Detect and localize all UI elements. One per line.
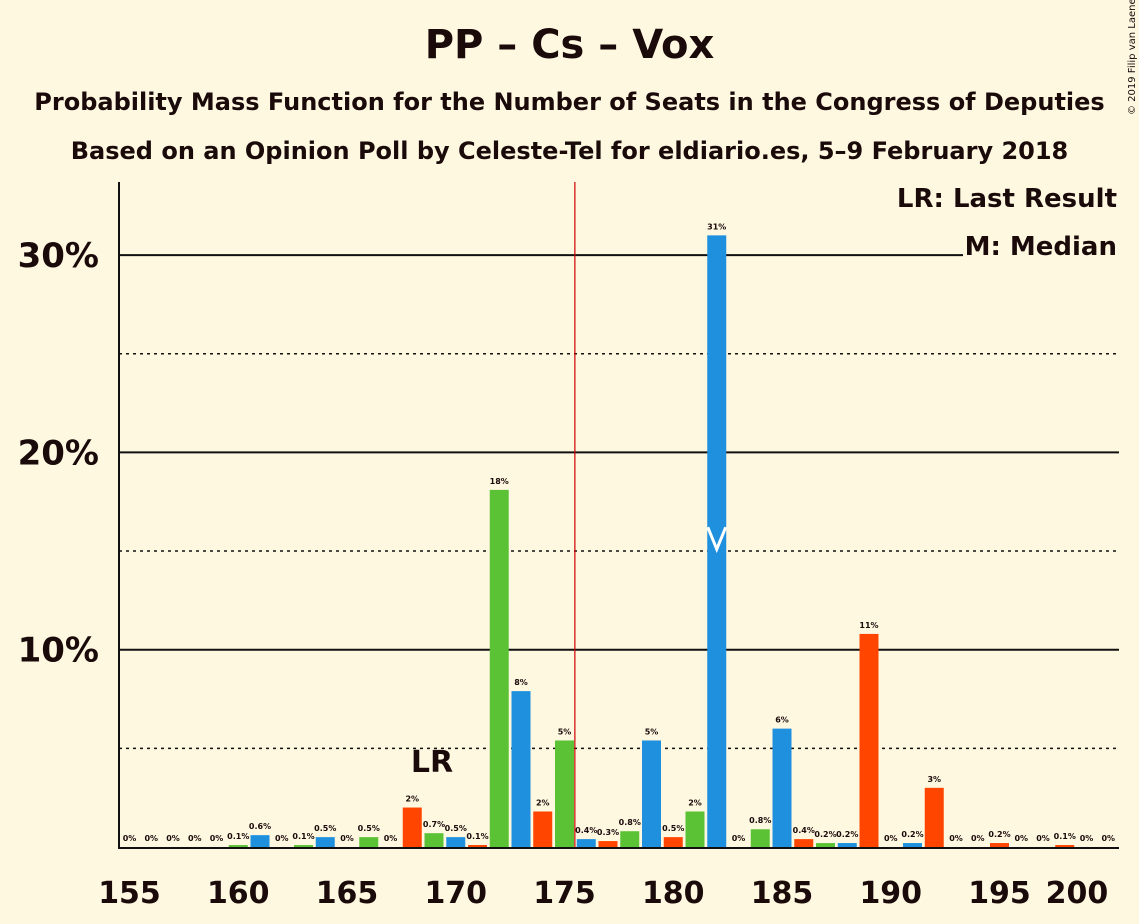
bar-180 [663,837,683,847]
x-tick-180: 180 [642,876,705,911]
x-tick-160: 160 [207,876,270,911]
data-label-156: 0% [144,834,158,843]
data-label-195: 0.2% [988,830,1010,839]
bar-189 [859,633,879,847]
data-label-183: 0% [732,834,746,843]
bar-177 [598,841,618,847]
bar-163 [294,845,313,847]
median-marker [706,526,728,554]
data-label-168: 2% [405,795,419,804]
data-label-170: 0.5% [445,824,467,833]
bar-192 [924,787,944,847]
bar-178 [620,831,640,847]
data-label-163: 0.1% [292,832,314,841]
data-label-185: 6% [775,716,789,725]
bar-187 [816,843,835,847]
data-label-192: 3% [927,775,941,784]
data-label-193: 0% [949,834,963,843]
chart-source: Based on an Opinion Poll by Celeste-Tel … [70,137,1069,165]
bar-181 [685,811,705,847]
data-label-177: 0.3% [597,828,619,837]
data-label-166: 0.5% [358,824,380,833]
data-label-158: 0% [188,834,202,843]
data-label-184: 0.8% [749,816,771,825]
x-tick-165: 165 [316,876,379,911]
data-label-159: 0% [210,834,224,843]
bar-160 [228,845,248,847]
data-label-200: 0% [1101,834,1115,843]
data-label-190: 0% [884,834,898,843]
bar-191 [903,843,922,847]
x-tick-195: 195 [968,876,1031,911]
bar-169 [424,833,444,847]
data-label-174: 2% [536,798,550,807]
y-tick-10: 10% [18,631,99,671]
data-label-194: 0% [971,834,985,843]
legend-median: M: Median [962,232,1119,262]
x-tick-185: 185 [751,876,814,911]
data-label-180: 0.5% [662,824,684,833]
x-tick-170: 170 [424,876,487,911]
x-tick-200: 200 [1046,876,1109,911]
data-label-165: 0% [340,834,354,843]
data-label-169: 0.7% [423,820,445,829]
data-label-189: 11% [859,621,878,630]
bar-184 [750,829,770,847]
bar-161 [250,835,270,847]
data-label-171: 0.1% [466,832,488,841]
data-label-172: 18% [490,477,509,486]
data-label-179: 5% [645,727,659,736]
data-label-162: 0% [275,834,289,843]
data-label-198: 0.1% [1054,832,1076,841]
bar-173 [511,691,531,847]
bar-188 [837,843,857,847]
bar-175 [555,740,574,847]
x-tick-190: 190 [859,876,922,911]
data-label-196: 0% [1014,834,1028,843]
data-label-160: 0.1% [227,832,249,841]
last-result-label: LR [411,745,453,780]
bar-186 [794,839,814,847]
legend-last-result: LR: Last Result [894,184,1119,214]
bar-171 [468,845,487,847]
data-label-178: 0.8% [619,818,641,827]
bar-172 [489,489,509,847]
data-label-188: 0.2% [836,830,858,839]
bar-179 [642,740,661,847]
bar-166 [359,837,379,847]
bar-164 [315,837,335,847]
y-tick-30: 30% [18,236,99,276]
data-label-181: 2% [688,798,702,807]
data-label-187: 0.2% [814,830,836,839]
data-label-175: 5% [558,727,572,736]
bar-198 [1055,845,1075,847]
y-tick-20: 20% [18,433,99,473]
data-label-157: 0% [166,834,180,843]
chart-title: PP – Cs – Vox [424,22,715,68]
data-label-191: 0.2% [901,830,923,839]
bar-174 [533,811,553,847]
data-label-197: 0% [1036,834,1050,843]
data-label-199: 0% [1080,834,1094,843]
chart-subtitle: Probability Mass Function for the Number… [34,88,1105,116]
data-label-173: 8% [514,678,528,687]
data-label-155: 0% [123,834,137,843]
data-label-186: 0.4% [793,826,815,835]
x-tick-175: 175 [533,876,596,911]
data-label-167: 0% [384,834,398,843]
bar-185 [772,728,792,847]
data-label-161: 0.6% [249,822,271,831]
bar-176 [576,839,596,847]
bar-170 [446,837,466,847]
x-tick-155: 155 [98,876,161,911]
bar-168 [402,807,422,847]
data-label-176: 0.4% [575,826,597,835]
bar-195 [990,843,1009,847]
data-label-164: 0.5% [314,824,336,833]
data-label-182: 31% [707,222,726,231]
bar-182 [707,235,727,847]
